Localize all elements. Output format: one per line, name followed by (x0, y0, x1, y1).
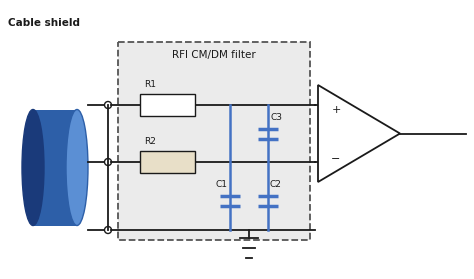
Text: C1: C1 (216, 180, 228, 189)
Text: +: + (331, 105, 341, 115)
Text: Cable shield: Cable shield (8, 18, 80, 28)
Bar (33, 109, 77, 225)
Polygon shape (318, 85, 400, 182)
Text: −: − (331, 154, 341, 164)
Ellipse shape (66, 109, 88, 225)
Text: C3: C3 (271, 112, 283, 121)
Bar (118, 42, 310, 240)
Ellipse shape (22, 109, 44, 225)
Text: C2: C2 (270, 180, 282, 189)
Text: R1: R1 (144, 80, 156, 89)
Text: RFI CM/DM filter: RFI CM/DM filter (172, 50, 256, 60)
Bar (140, 94, 195, 116)
Text: R2: R2 (144, 137, 156, 146)
Bar (140, 151, 195, 173)
